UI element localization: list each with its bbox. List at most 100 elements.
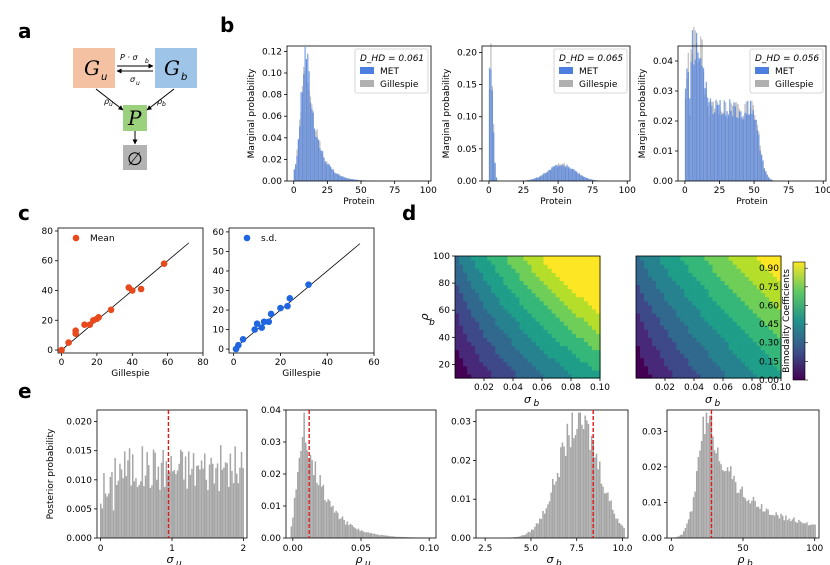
- bar-met: [343, 176, 345, 181]
- posterior-bar: [200, 460, 203, 538]
- heatmap-cell: [728, 333, 734, 338]
- heatmap-cell: [752, 308, 758, 314]
- heatmap-cell: [595, 333, 601, 338]
- posterior-bar: [239, 467, 241, 538]
- marginal-plot-1: 0 25 50 75 1000.000.020.040.060.080.100.12Pr…: [247, 45, 437, 207]
- heatmap-cell: [495, 337, 500, 342]
- posterior-bar: [240, 451, 243, 538]
- posterior-bar: [377, 534, 379, 538]
- heatmap-cell: [559, 361, 565, 367]
- heatmap-cell: [491, 357, 496, 363]
- data-point: [81, 321, 88, 329]
- heatmap-cell: [672, 268, 677, 273]
- heatmap-cell: [680, 280, 685, 286]
- node-null: [123, 145, 147, 170]
- heatmap-cell: [744, 337, 750, 342]
- bar-met: [556, 165, 558, 181]
- heatmap-cell: [716, 325, 722, 330]
- posterior-bar: [380, 534, 382, 538]
- heatmap-cell: [575, 353, 581, 359]
- data-point: [65, 339, 72, 346]
- heatmap-cell: [760, 272, 766, 277]
- heatmap-cell: [543, 317, 549, 322]
- posterior-bar: [154, 452, 156, 538]
- heatmap-cell: [724, 276, 730, 281]
- heatmap-cell: [768, 349, 774, 355]
- heatmap-cell: [648, 329, 653, 334]
- heatmap-cell: [467, 369, 472, 375]
- heatmap-cell: [523, 260, 529, 265]
- bar-met: [356, 179, 359, 181]
- heatmap-cell: [595, 288, 601, 294]
- posterior-bar: [189, 474, 192, 538]
- heatmap-cell: [523, 349, 529, 355]
- heatmap-cell: [523, 256, 529, 261]
- heatmap-cell: [676, 333, 681, 338]
- posterior-bar: [590, 435, 593, 538]
- heatmap-cell: [455, 288, 460, 294]
- heatmap-cell: [539, 288, 545, 294]
- heatmap-cell: [752, 304, 758, 310]
- heatmap-cell: [495, 369, 500, 375]
- heatmap-cell: [680, 329, 685, 334]
- heatmap-cell: [636, 288, 641, 294]
- heatmap-cell: [772, 264, 778, 269]
- heatmap-cell: [704, 325, 710, 330]
- heatmap-cell: [527, 337, 533, 342]
- heatmap-cell: [531, 325, 537, 330]
- heatmap-cell: [531, 353, 537, 359]
- heatmap-cell: [732, 345, 738, 351]
- heatmap-cell: [547, 345, 553, 351]
- heatmap-cell: [720, 284, 726, 290]
- heatmap-cell: [656, 337, 661, 342]
- heatmap-cell: [487, 321, 492, 326]
- heatmap-cell: [507, 361, 512, 367]
- heatmap-cell: [495, 300, 500, 306]
- heatmap-cell: [563, 280, 569, 286]
- heatmap-cell: [704, 256, 710, 261]
- heatmap-cell: [700, 300, 706, 306]
- heatmap-cell: [491, 260, 496, 265]
- heatmap-cell: [575, 357, 581, 363]
- heatmap-cell: [595, 361, 601, 367]
- heatmap-cell: [772, 329, 778, 334]
- heatmap-cell: [595, 325, 601, 330]
- heatmap-cell: [571, 361, 577, 367]
- heatmap-cell: [692, 317, 698, 322]
- heatmap-cell: [688, 264, 693, 269]
- heatmap-cell: [463, 341, 468, 347]
- posterior-bar: [526, 533, 528, 538]
- heatmap-cell: [499, 349, 504, 355]
- heatmap-cell: [640, 353, 645, 359]
- heatmap-cell: [696, 329, 702, 334]
- heatmap-cell: [543, 337, 549, 342]
- heatmap-cell: [748, 272, 754, 277]
- heatmap-cell: [672, 353, 677, 359]
- posterior-bar: [361, 530, 363, 538]
- heatmap-cell: [668, 308, 673, 314]
- heatmap-cell: [700, 333, 706, 338]
- heatmap-cell: [648, 268, 653, 273]
- heatmap-cell: [531, 304, 537, 310]
- heatmap-cell: [571, 280, 577, 286]
- posterior-bar: [679, 534, 682, 538]
- heatmap-cell: [583, 308, 589, 314]
- heatmap-cell: [720, 361, 726, 367]
- heatmap-cell: [648, 300, 653, 306]
- heatmap-cell: [543, 276, 549, 281]
- heatmap-cell: [515, 341, 521, 347]
- heatmap-cell: [688, 300, 693, 306]
- heatmap-cell: [656, 268, 661, 273]
- heatmap-cell: [495, 308, 500, 314]
- heatmap-cell: [644, 321, 649, 326]
- heatmap-cell: [567, 272, 573, 277]
- heatmap-cell: [503, 296, 508, 302]
- posterior-bar: [332, 505, 334, 538]
- heatmap-cell: [744, 296, 750, 302]
- heatmap-cell: [664, 300, 669, 306]
- heatmap-cell: [463, 304, 468, 310]
- heatmap-cell: [760, 304, 766, 310]
- heatmap-cell: [579, 333, 585, 338]
- heatmap-cell: [664, 325, 669, 330]
- heatmap-cell: [756, 268, 762, 273]
